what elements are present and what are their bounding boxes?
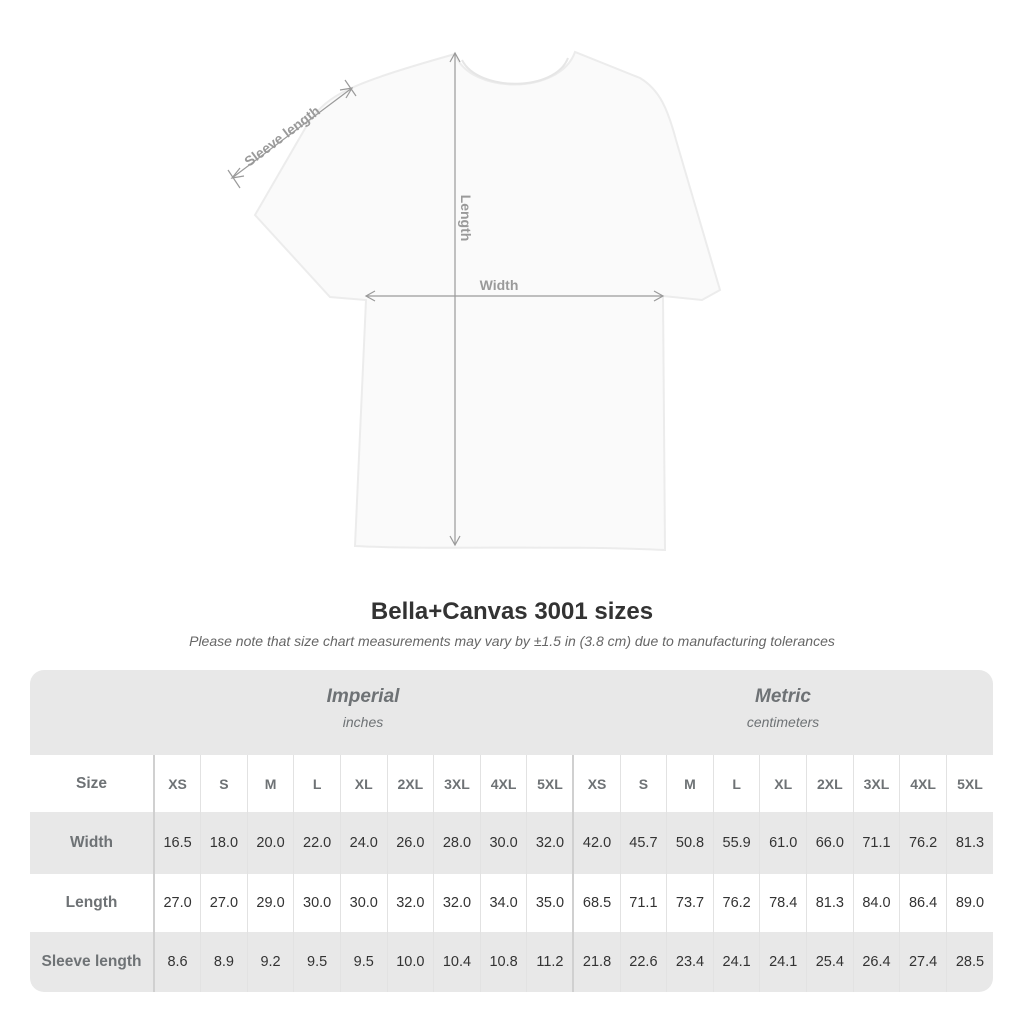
cell-imperial: 32.0 [433, 874, 481, 932]
cell-imperial: 9.5 [339, 932, 388, 992]
chart-title: Bella+Canvas 3001 sizes [370, 598, 654, 625]
cell-metric: 61.0 [759, 812, 807, 874]
size-table: Imperial inches Metric centimeters Size X… [30, 670, 993, 992]
cell-imperial: 32.0 [526, 812, 574, 874]
size-metric-l: L [712, 755, 760, 812]
cell-metric: 24.1 [759, 932, 807, 992]
metric-title: Metric [755, 686, 811, 707]
cell-metric: 66.0 [806, 812, 854, 874]
cell-imperial: 30.0 [293, 874, 341, 932]
cell-metric: 26.4 [852, 932, 900, 992]
size-imperial-s: S [200, 755, 248, 812]
cell-metric: 86.4 [899, 874, 947, 932]
cell-imperial: 26.0 [386, 812, 434, 874]
cell-metric: 81.3 [945, 812, 993, 874]
cell-metric: 78.4 [759, 874, 807, 932]
cell-imperial: 27.0 [153, 874, 201, 932]
cell-metric: 22.6 [619, 932, 667, 992]
table-row: Width 16.5 18.0 20.0 22.0 24.0 26.0 28.0 30.0 32.… [30, 812, 993, 874]
cell-imperial: 11.2 [526, 932, 574, 992]
tolerance-note: Please note that size chart measurements… [189, 633, 835, 649]
cell-metric: 24.1 [712, 932, 760, 992]
size-row: Size XS S M L XL 2XL 3XL 4XL 5XL XS S M L XL 2XL 3XL 4XL 5… [30, 755, 993, 812]
cell-metric: 45.7 [619, 812, 667, 874]
cell-imperial: 30.0 [479, 812, 527, 874]
cell-imperial: 16.5 [153, 812, 201, 874]
sleeve-length-arrow [231, 87, 353, 179]
size-metric-xs: XS [572, 755, 621, 812]
cell-metric: 23.4 [666, 932, 714, 992]
size-imperial-m: M [246, 755, 294, 812]
size-metric-xl: XL [759, 755, 807, 812]
cell-imperial: 10.0 [386, 932, 434, 992]
metric-unit: centimeters [746, 714, 820, 730]
cell-metric: 25.4 [806, 932, 854, 992]
cell-metric: 28.5 [945, 932, 993, 992]
cell-imperial: 10.8 [479, 932, 527, 992]
cell-imperial: 22.0 [293, 812, 341, 874]
cell-imperial: 30.0 [339, 874, 388, 932]
cell-metric: 55.9 [712, 812, 760, 874]
size-metric-3xl: 3XL [852, 755, 900, 812]
size-metric-s: S [619, 755, 667, 812]
cell-metric: 76.2 [899, 812, 947, 874]
table-row: Length 27.0 27.0 29.0 30.0 30.0 32.0 32.0 34.0 35… [30, 874, 993, 932]
size-imperial-l: L [293, 755, 341, 812]
imperial-group: Imperial inches [153, 686, 573, 730]
cell-imperial: 9.5 [293, 932, 341, 992]
cell-metric: 21.8 [572, 932, 621, 992]
cell-metric: 84.0 [852, 874, 900, 932]
size-imperial-5xl: 5XL [526, 755, 574, 812]
cell-imperial: 8.6 [153, 932, 201, 992]
tshirt-image [253, 50, 722, 552]
cell-imperial: 8.9 [200, 932, 248, 992]
size-metric-m: M [666, 755, 714, 812]
cell-metric: 76.2 [712, 874, 760, 932]
row-label: Width [30, 812, 154, 874]
length-label: Length [458, 195, 474, 242]
size-imperial-2xl: 2XL [386, 755, 434, 812]
size-grid: Size XS S M L XL 2XL 3XL 4XL 5XL XS S M L XL 2XL 3XL 4XL 5… [30, 755, 993, 992]
cell-metric: 27.4 [899, 932, 947, 992]
cell-imperial: 20.0 [246, 812, 294, 874]
cell-imperial: 32.0 [386, 874, 434, 932]
cell-imperial: 18.0 [200, 812, 248, 874]
imperial-title: Imperial [326, 686, 400, 707]
cell-imperial: 35.0 [526, 874, 574, 932]
cell-metric: 50.8 [666, 812, 714, 874]
cell-metric: 71.1 [619, 874, 667, 932]
cell-metric: 89.0 [945, 874, 993, 932]
cell-metric: 42.0 [572, 812, 621, 874]
size-metric-2xl: 2XL [806, 755, 854, 812]
size-imperial-xl: XL [339, 755, 388, 812]
cell-imperial: 34.0 [479, 874, 527, 932]
collar [461, 57, 569, 85]
cell-metric: 73.7 [666, 874, 714, 932]
cell-imperial: 27.0 [200, 874, 248, 932]
size-imperial-4xl: 4XL [479, 755, 527, 812]
cell-imperial: 9.2 [246, 932, 294, 992]
row-label: Sleeve length [30, 932, 154, 992]
cell-metric: 68.5 [572, 874, 621, 932]
table-row: Sleeve length 8.6 8.9 9.2 9.5 9.5 10.0 10.4 10.8… [30, 932, 993, 992]
row-label: Length [30, 874, 154, 932]
cell-metric: 71.1 [852, 812, 900, 874]
width-label: Width [480, 277, 519, 293]
metric-group: Metric centimeters [573, 686, 993, 730]
cell-imperial: 28.0 [433, 812, 481, 874]
size-imperial-3xl: 3XL [433, 755, 481, 812]
size-header: Size [75, 774, 107, 792]
size-metric-5xl: 5XL [945, 755, 993, 812]
cell-imperial: 10.4 [433, 932, 481, 992]
cell-imperial: 24.0 [339, 812, 388, 874]
table-header: Imperial inches Metric centimeters [30, 670, 993, 755]
imperial-unit: inches [342, 714, 384, 730]
size-imperial-xs: XS [153, 755, 201, 812]
cell-metric: 81.3 [806, 874, 854, 932]
cell-imperial: 29.0 [246, 874, 294, 932]
size-metric-4xl: 4XL [899, 755, 947, 812]
tshirt-diagram: Sleeve length Length Width [227, 50, 722, 552]
